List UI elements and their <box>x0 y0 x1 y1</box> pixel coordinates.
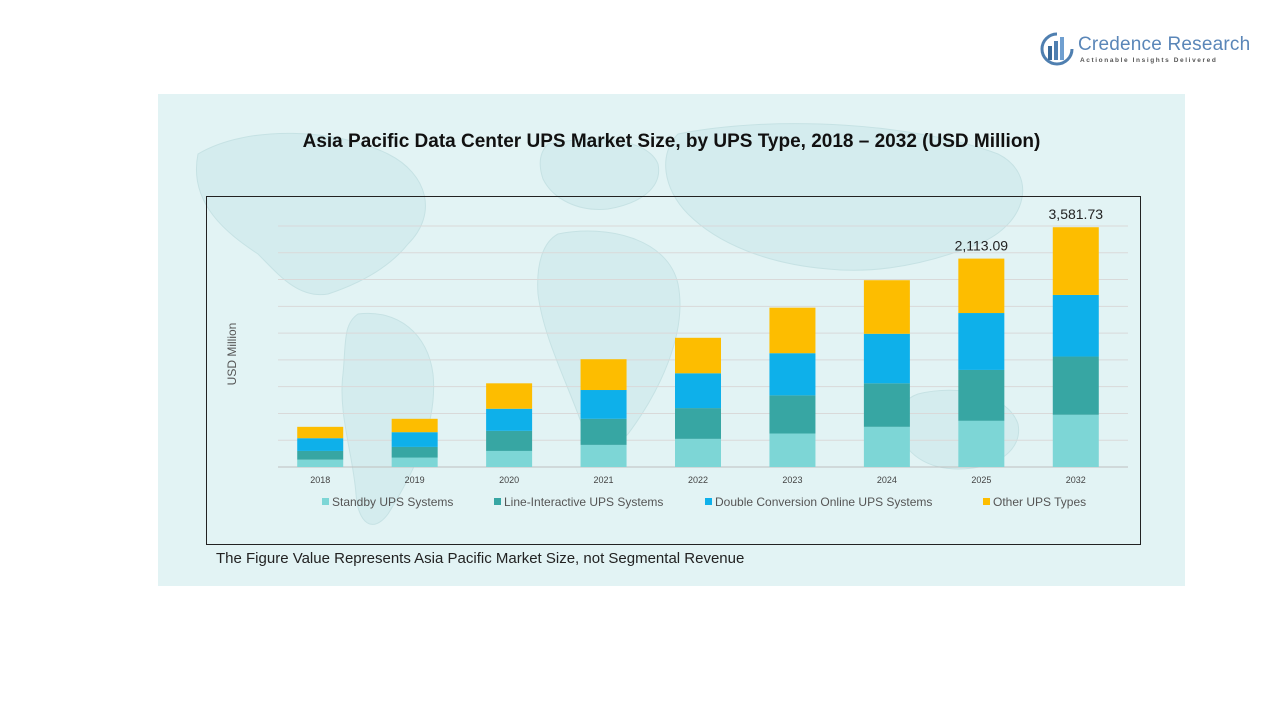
bar-segment <box>958 313 1005 370</box>
bar-segment <box>769 353 816 396</box>
legend-swatch <box>322 498 329 505</box>
bar-segment <box>297 426 344 439</box>
legend-swatch <box>494 498 501 505</box>
x-tick-label: 2032 <box>1066 475 1086 485</box>
legend-swatch <box>705 498 712 505</box>
bar-segment <box>958 258 1005 314</box>
bar-segment <box>958 369 1005 421</box>
bar-segment <box>769 395 816 434</box>
legend-label: Double Conversion Online UPS Systems <box>715 495 932 509</box>
bar-segment <box>580 418 627 445</box>
bar-segment <box>580 444 627 467</box>
bar-segment <box>863 280 910 334</box>
x-tick-label: 2021 <box>594 475 614 485</box>
x-tick-label: 2018 <box>310 475 330 485</box>
bar-segment <box>675 337 721 374</box>
bar-segment <box>391 418 438 433</box>
bar-segment <box>1052 414 1099 467</box>
legend-label: Standby UPS Systems <box>332 495 453 509</box>
bar-segment <box>863 426 910 467</box>
bar-segment <box>863 383 910 427</box>
bar-segment <box>486 383 533 409</box>
bar-segment <box>297 459 344 467</box>
bar-segment <box>1052 294 1099 357</box>
brand-tagline: Actionable Insights Delivered <box>1080 57 1218 64</box>
bar-segment <box>1052 356 1099 415</box>
x-tick-label: 2022 <box>688 475 708 485</box>
chart-title: Asia Pacific Data Center UPS Market Size… <box>302 131 1041 152</box>
x-tick-label: 2020 <box>499 475 519 485</box>
data-label: 3,581.73 <box>1049 206 1104 222</box>
bar-segment <box>580 359 627 391</box>
bar-segment <box>1052 227 1099 295</box>
bar-segment <box>675 438 721 467</box>
bar-segment <box>863 333 910 384</box>
bar-segment <box>769 307 816 354</box>
stacked-bar-chart: USD Million 2018 2019 2020 2021 2022 2023 2024 2… <box>225 206 1128 509</box>
brand-name: Credence Research <box>1078 34 1251 55</box>
credence-logo-icon <box>1040 32 1074 66</box>
data-label: 2,113.09 <box>955 238 1009 254</box>
x-tick-label: 2025 <box>971 475 991 485</box>
bar-segment <box>486 408 533 431</box>
legend-label: Line-Interactive UPS Systems <box>504 495 663 509</box>
bar-segment <box>580 390 627 419</box>
brand-logo: Credence Research Actionable Insights De… <box>1040 30 1260 70</box>
figure-note: The Figure Value Represents Asia Pacific… <box>216 550 745 567</box>
x-tick-label: 2019 <box>405 475 425 485</box>
bar-segment <box>486 450 533 467</box>
legend-label: Other UPS Types <box>993 495 1086 509</box>
y-axis-label: USD Million <box>225 323 239 386</box>
bar-segment <box>297 438 344 451</box>
bar-segment <box>391 446 438 458</box>
bar-segment <box>769 433 816 467</box>
bar-segment <box>675 373 721 409</box>
x-tick-label: 2023 <box>782 475 802 485</box>
x-tick-label: 2024 <box>877 475 897 485</box>
legend-swatch <box>983 498 990 505</box>
bar-segment <box>391 432 438 447</box>
chart-frame <box>206 196 1141 545</box>
bar-segment <box>297 450 344 460</box>
bar-segment <box>486 430 533 451</box>
bar-segment <box>958 420 1005 467</box>
bar-segment <box>391 457 438 467</box>
bar-segment <box>675 408 721 439</box>
